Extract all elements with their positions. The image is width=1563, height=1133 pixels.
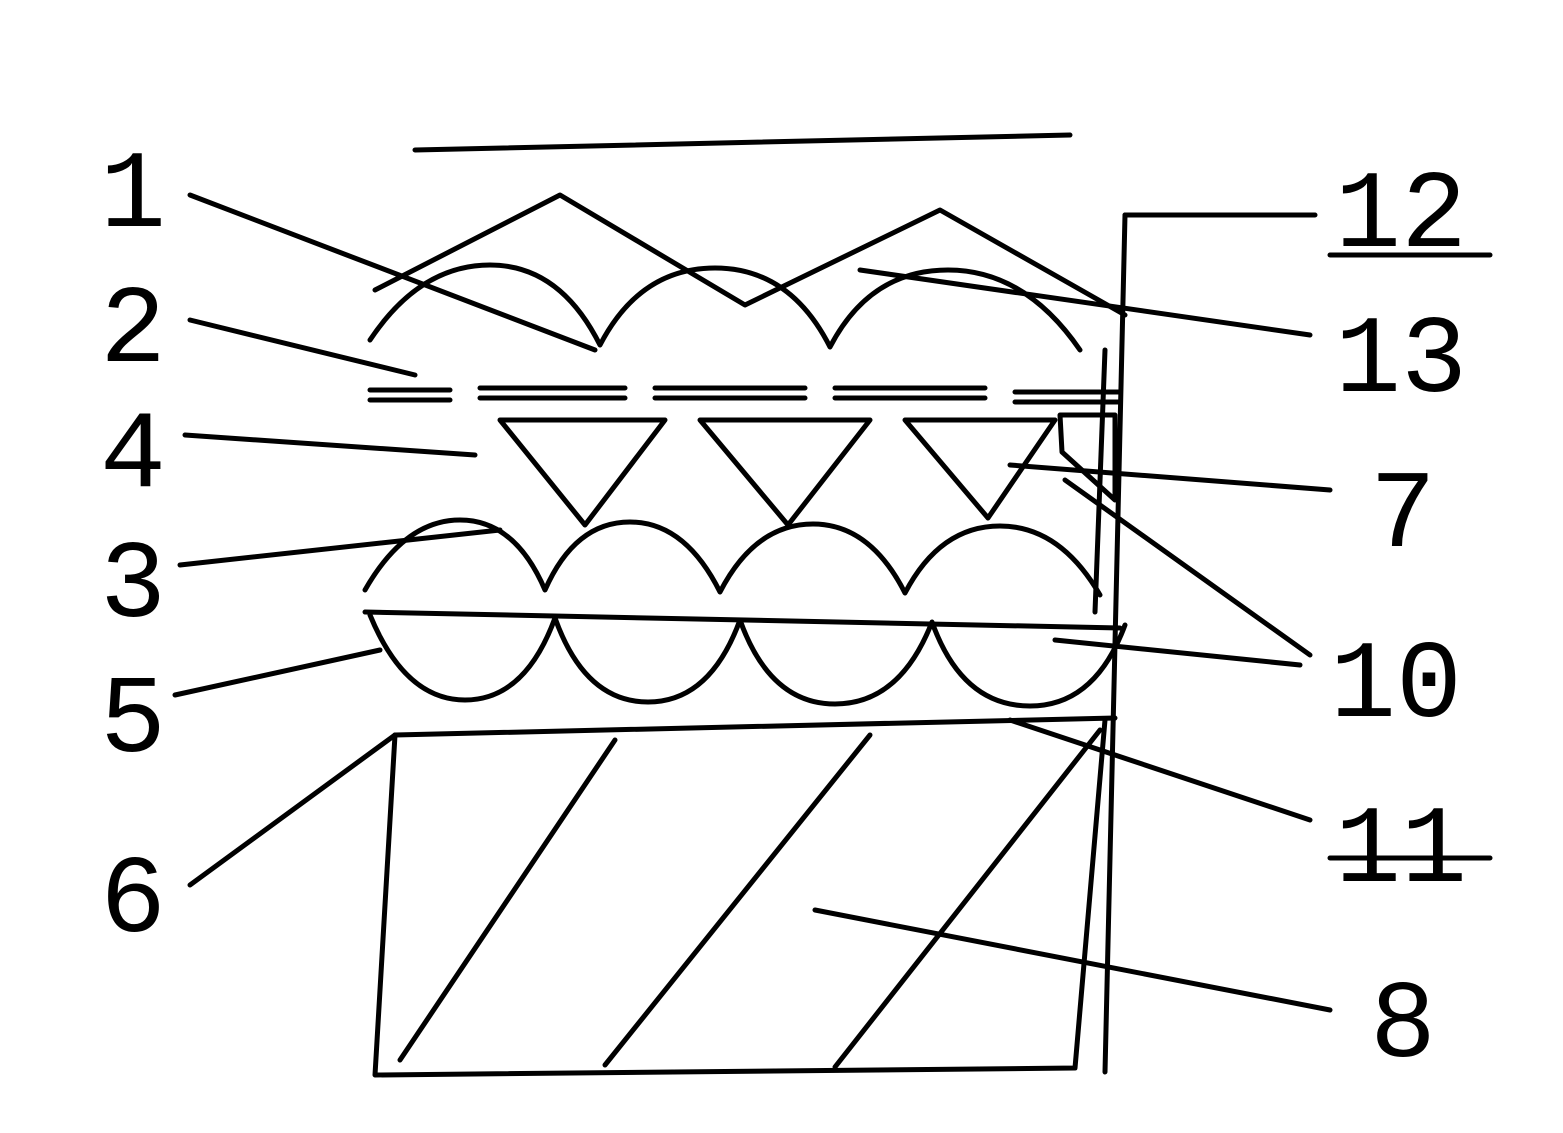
roof-zigzag bbox=[375, 195, 1125, 315]
triangle-row bbox=[500, 415, 1115, 525]
base-top-line bbox=[395, 718, 1115, 735]
label-6: 6 bbox=[100, 840, 166, 965]
label-12: 12 bbox=[1335, 155, 1467, 280]
label-5: 5 bbox=[100, 660, 166, 785]
figure-svg bbox=[0, 0, 1563, 1133]
diagram-canvas: 1 2 4 3 5 6 12 13 7 10 11 8 bbox=[0, 0, 1563, 1133]
top-line bbox=[415, 135, 1070, 150]
dashed-band bbox=[370, 388, 1120, 402]
label-4: 4 bbox=[100, 395, 166, 520]
wave-top bbox=[370, 265, 1080, 350]
label-8: 8 bbox=[1370, 965, 1436, 1090]
wave-low bbox=[370, 615, 1125, 706]
label-1: 1 bbox=[100, 135, 166, 260]
label-10: 10 bbox=[1330, 625, 1462, 750]
label-7: 7 bbox=[1370, 455, 1436, 580]
label-2: 2 bbox=[100, 270, 166, 395]
leader-lines bbox=[175, 195, 1330, 1010]
label-13: 13 bbox=[1335, 300, 1467, 425]
label-11: 11 bbox=[1335, 790, 1467, 915]
base-hatching bbox=[400, 730, 1100, 1067]
label-3: 3 bbox=[100, 525, 166, 650]
